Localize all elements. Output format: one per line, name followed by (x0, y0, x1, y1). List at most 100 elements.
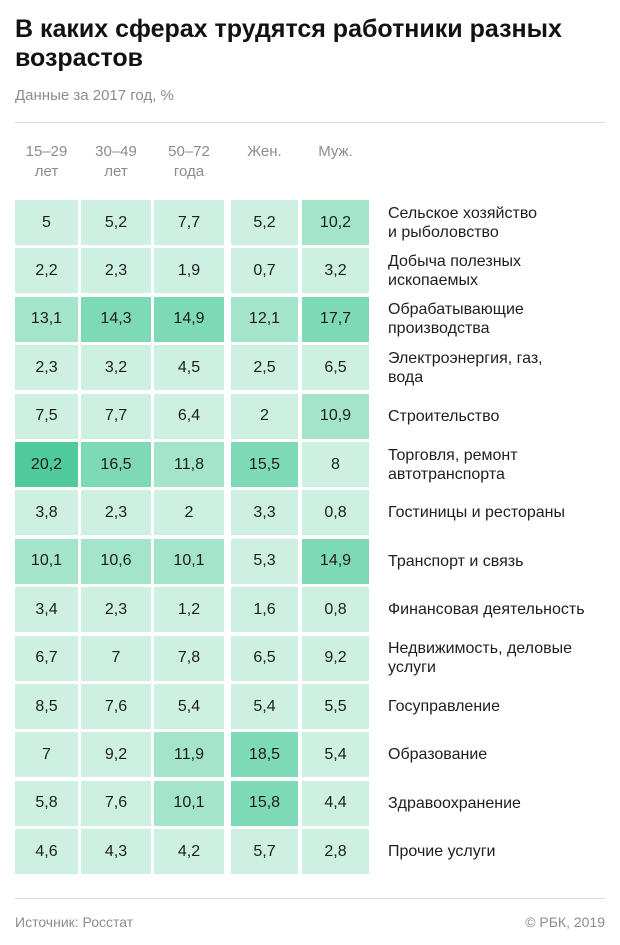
row-label-line: Строительство (388, 407, 500, 425)
heatmap-cell: 5,5 (302, 684, 369, 729)
heatmap-cell: 14,9 (302, 538, 369, 584)
heatmap-cell: 1,6 (231, 587, 298, 633)
heatmap-cell: 5,4 (154, 684, 224, 729)
heatmap-cell: 7,7 (154, 200, 224, 245)
row-label-text: Образование (388, 745, 487, 764)
heatmap-cell: 3,2 (302, 248, 369, 294)
column-header: Жен. (231, 142, 298, 162)
heatmap-cell: 7 (15, 732, 78, 778)
column-header-text: 30–49 (95, 143, 137, 160)
column-header-text: Муж. (318, 143, 353, 160)
heatmap-cell: 12,1 (231, 296, 298, 342)
heatmap-cell: 1,2 (154, 587, 224, 633)
row-label-line: Прочие услуги (388, 843, 496, 861)
row-label-line: Госуправление (388, 698, 500, 715)
row-label: Электроэнергия, газ, вода (388, 345, 608, 390)
row-label: Торговля, ремонт автотранспорта (388, 442, 608, 487)
column-header: 15–29 лет (15, 142, 78, 182)
row-label-text: Строительство (388, 407, 499, 426)
row-label-text: Прочие услуги (388, 842, 496, 861)
heatmap-cell: 5,7 (231, 829, 298, 875)
row-label: Транспорт и связь (388, 539, 608, 584)
row-label: Прочие услуги (388, 829, 608, 874)
heatmap-cell: 2,3 (81, 490, 151, 536)
heatmap-cell: 8 (302, 442, 369, 487)
row-label-line: Гостиницы и рестораны (388, 504, 565, 522)
heatmap-cell: 3,2 (81, 345, 151, 391)
row-label-text: Госуправление (388, 697, 500, 716)
row-label-text: Обрабатывающие производства (388, 300, 524, 338)
heatmap-cell: 7 (81, 635, 151, 681)
row-label: Образование (388, 732, 608, 777)
row-label-line: Торговля, ремонт (388, 446, 518, 464)
heatmap-cell: 14,9 (154, 296, 224, 342)
row-label-line: и рыболовство (388, 223, 499, 241)
heatmap-cell: 7,5 (15, 393, 78, 439)
heatmap-cell: 15,8 (231, 780, 298, 826)
heatmap-cell: 5,4 (231, 684, 298, 729)
heatmap-cell: 10,1 (154, 538, 224, 584)
heatmap-cell: 20,2 (15, 442, 78, 487)
column-header-text: 15–29 (25, 143, 68, 160)
heatmap-cell: 7,6 (81, 780, 151, 826)
heatmap-cell: 2,3 (15, 345, 78, 391)
column-header: Муж. (302, 142, 369, 162)
column-header-text: лет (104, 163, 128, 180)
heatmap-cell: 13,1 (15, 296, 78, 342)
heatmap-cell: 10,9 (302, 393, 369, 439)
row-label-line: Недвижимость, деловые (388, 640, 572, 658)
row-label-text: Торговля, ремонт автотранспорта (388, 446, 518, 484)
heatmap-cell: 5,8 (15, 780, 78, 826)
heatmap-cell: 6,5 (231, 635, 298, 681)
column-header-text: года (173, 163, 205, 180)
heatmap-cell: 7,7 (81, 393, 151, 439)
column-header: 30–49 лет (81, 142, 151, 182)
heatmap-cell: 4,3 (81, 829, 151, 875)
heatmap-cell: 17,7 (302, 296, 369, 342)
row-label-line: Электроэнергия, газ, (388, 349, 543, 367)
heatmap-cell: 5,3 (231, 538, 298, 584)
row-label: Недвижимость, деловые услуги (388, 636, 608, 681)
row-label-text: Транспорт и связь (388, 552, 523, 571)
row-label-line: производства (388, 320, 490, 338)
column-header: 50–72 года (154, 142, 224, 182)
heatmap-cell: 6,7 (15, 635, 78, 681)
heatmap-cell: 2 (154, 490, 224, 536)
row-label-line: автотранспорта (388, 465, 505, 483)
row-label: Здравоохранение (388, 781, 608, 826)
heatmap-cell: 3,3 (231, 490, 298, 536)
row-label: Гостиницы и рестораны (388, 490, 608, 535)
bottom-divider (15, 898, 605, 899)
heatmap-cell: 2,3 (81, 587, 151, 633)
row-label-line: Финансовая деятельность (388, 601, 585, 619)
row-label: Госуправление (388, 684, 608, 729)
heatmap-cell: 11,9 (154, 732, 224, 778)
heatmap-cell: 10,1 (154, 780, 224, 826)
heatmap-cell: 6,4 (154, 393, 224, 439)
column-header-text: Жен. (247, 143, 282, 160)
row-label-line: ископаемых (388, 271, 478, 289)
heatmap-cell: 3,4 (15, 587, 78, 633)
heatmap-cell: 4,2 (154, 829, 224, 875)
heatmap-cell: 18,5 (231, 732, 298, 778)
row-label-line: Здравоохранение (388, 794, 521, 812)
row-label-line: Образование (388, 746, 488, 764)
heatmap-cell: 7,8 (154, 635, 224, 681)
row-label-line: услуги (388, 659, 436, 677)
heatmap-cell: 0,7 (231, 248, 298, 294)
heatmap-cell: 4,6 (15, 829, 78, 875)
row-label-line: Обрабатывающие (388, 301, 524, 319)
chart-title: В каких сферах трудятся работники разных… (15, 15, 562, 72)
heatmap-cell: 10,6 (81, 538, 151, 584)
heatmap-cell: 2,8 (302, 829, 369, 875)
heatmap-cell: 4,4 (302, 780, 369, 826)
heatmap-cell: 7,6 (81, 684, 151, 729)
row-label-line: Транспорт и связь (388, 552, 524, 570)
heatmap-cell: 16,5 (81, 442, 151, 487)
heatmap-cell: 0,8 (302, 587, 369, 633)
row-label: Финансовая деятельность (388, 587, 608, 632)
heatmap-cell: 2 (231, 393, 298, 439)
heatmap-cell: 2,3 (81, 248, 151, 294)
row-label-line: вода (388, 368, 424, 386)
heatmap-cell: 1,9 (154, 248, 224, 294)
